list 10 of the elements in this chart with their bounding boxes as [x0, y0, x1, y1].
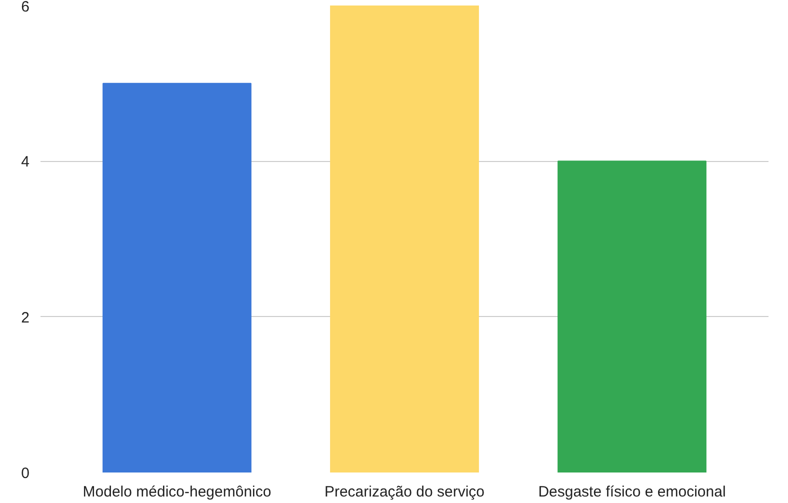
x-tick-label: Precarização do serviço — [324, 484, 485, 500]
bar — [558, 160, 706, 472]
bar — [330, 6, 479, 472]
y-tick-label: 0 — [21, 465, 30, 482]
y-tick-label: 2 — [21, 309, 30, 326]
x-tick-label: Modelo médico-hegemônico — [82, 484, 272, 500]
y-tick-label: 4 — [21, 154, 30, 171]
y-tick-label: 6 — [21, 0, 30, 16]
bar — [102, 82, 252, 472]
x-tick-label: Desgaste físico e emocional — [538, 484, 726, 500]
